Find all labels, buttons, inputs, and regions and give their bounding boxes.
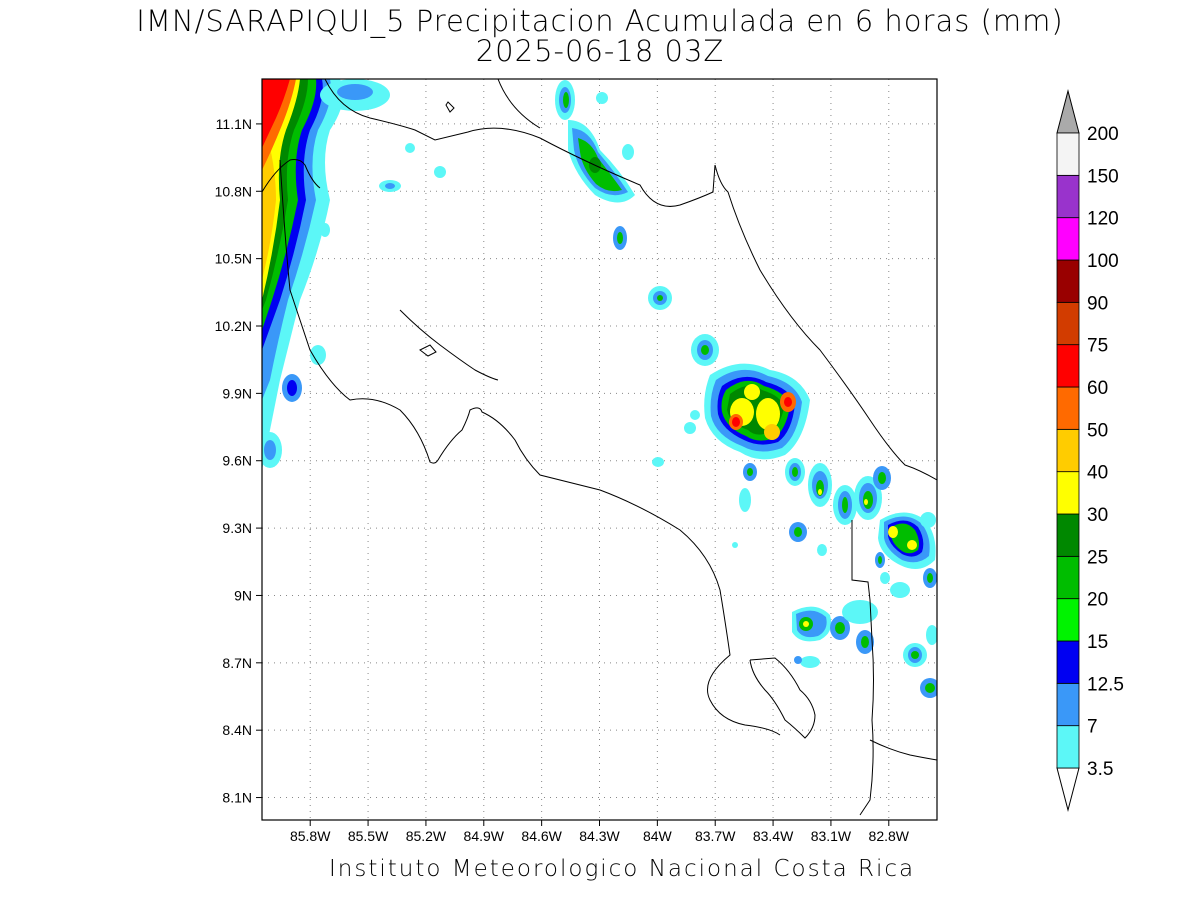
colorbar-label: 3.5 <box>1087 759 1113 780</box>
map-title: IMN/SARAPIQUI_5 Precipitacion Acumulada … <box>136 4 1064 38</box>
map-valid-time: 2025-06-18 03Z <box>475 34 725 68</box>
colorbar-swatch <box>1056 386 1080 430</box>
precipitation-field <box>262 79 937 698</box>
lon-tick-label: 85.8W <box>290 828 331 844</box>
lake-nicaragua-island <box>445 101 455 113</box>
lat-tick-label: 9.3N <box>222 520 252 536</box>
colorbar-above-arrow <box>1056 89 1080 134</box>
rain-cell-north <box>379 80 672 310</box>
pacific-coast-nicoya <box>279 159 781 736</box>
nicaragua-border <box>324 79 716 207</box>
lon-tick-label: 84.9W <box>464 828 505 844</box>
colorbar-label: 12.5 <box>1087 674 1124 695</box>
lat-tick-label: 10.5N <box>215 251 252 267</box>
colorbar-label: 30 <box>1087 505 1108 526</box>
rain-cells-southeast <box>732 458 937 698</box>
lat-tick-label: 11.1N <box>216 116 252 132</box>
colorbar-label: 50 <box>1087 420 1108 441</box>
colorbar-label: 90 <box>1087 293 1108 314</box>
colorbar-label: 75 <box>1087 336 1108 357</box>
lat-tick-label: 9.6N <box>222 453 252 469</box>
colorbar-label: 20 <box>1087 590 1108 611</box>
colorbar-swatch <box>1056 471 1080 515</box>
colorbar-swatch <box>1056 344 1080 388</box>
lat-tick-label: 10.2N <box>215 318 252 334</box>
coastlines <box>262 79 937 816</box>
lon-tick-label: 83.4W <box>753 828 794 844</box>
footer-credit: Instituto Meteorologico Nacional Costa R… <box>329 856 916 882</box>
colorbar: 3.5 7 12.5 15 20 25 30 40 50 60 75 90 100 120 150 200 <box>1056 89 1124 812</box>
lat-tick-label: 8.4N <box>222 722 252 738</box>
colorbar-swatch <box>1056 725 1080 769</box>
lat-tick-label: 8.1N <box>222 790 252 806</box>
colorbar-swatch <box>1056 301 1080 346</box>
colorbar-label: 15 <box>1087 632 1108 653</box>
colorbar-swatch <box>1056 598 1080 642</box>
nicoya-island <box>419 344 437 357</box>
lon-tick-label: 83.1W <box>811 828 852 844</box>
lon-tick-label: 84W <box>643 828 673 844</box>
panama-border <box>851 520 874 816</box>
colorbar-label: 120 <box>1087 209 1119 230</box>
caribbean-north-coast <box>497 79 541 129</box>
lon-tick-label: 84.3W <box>579 828 620 844</box>
colorbar-label: 150 <box>1087 166 1119 187</box>
lon-tick-label: 83.7W <box>695 828 736 844</box>
colorbar-swatch <box>1056 682 1080 727</box>
panama-coast <box>869 739 937 761</box>
colorbar-swatch <box>1056 640 1080 684</box>
nicoya-gulf <box>399 309 499 381</box>
caribbean-coast <box>714 164 937 481</box>
lat-tick-label: 9.9N <box>222 385 252 401</box>
colorbar-swatch <box>1056 217 1080 261</box>
colorbar-swatch <box>1056 428 1080 473</box>
osa-peninsula <box>749 657 816 739</box>
lon-tick-label: 82.8W <box>869 828 910 844</box>
lon-tick-label: 85.2W <box>406 828 447 844</box>
longitude-axis: 85.8W 85.5W 85.2W 84.9W 84.6W 84.3W 84W 83.7W 83… <box>290 820 910 844</box>
colorbar-label: 60 <box>1087 378 1108 399</box>
rain-band-northwest <box>262 79 390 470</box>
latitude-axis: 11.1N 10.8N 10.5N 10.2N 9.9N 9.6N 9.3N 9N 8.7N 8.… <box>215 116 262 806</box>
colorbar-swatch <box>1056 174 1080 219</box>
colorbar-swatch <box>1056 555 1080 600</box>
colorbar-swatch <box>1056 513 1080 557</box>
colorbar-swatch <box>1056 132 1080 176</box>
lat-tick-label: 9N <box>234 587 252 603</box>
lon-tick-label: 84.6W <box>521 828 562 844</box>
colorbar-label: 100 <box>1087 251 1119 272</box>
colorbar-label: 40 <box>1087 463 1108 484</box>
colorbar-label: 25 <box>1087 547 1108 568</box>
colorbar-label: 7 <box>1087 717 1098 738</box>
lat-tick-label: 10.8N <box>215 183 252 199</box>
pacific-coast-north <box>262 159 321 193</box>
rain-cell-central <box>652 334 810 512</box>
lat-tick-label: 8.7N <box>222 655 252 671</box>
colorbar-swatch <box>1056 259 1080 303</box>
colorbar-label: 200 <box>1087 124 1119 145</box>
colorbar-below-arrow <box>1056 767 1080 812</box>
lon-tick-label: 85.5W <box>348 828 389 844</box>
